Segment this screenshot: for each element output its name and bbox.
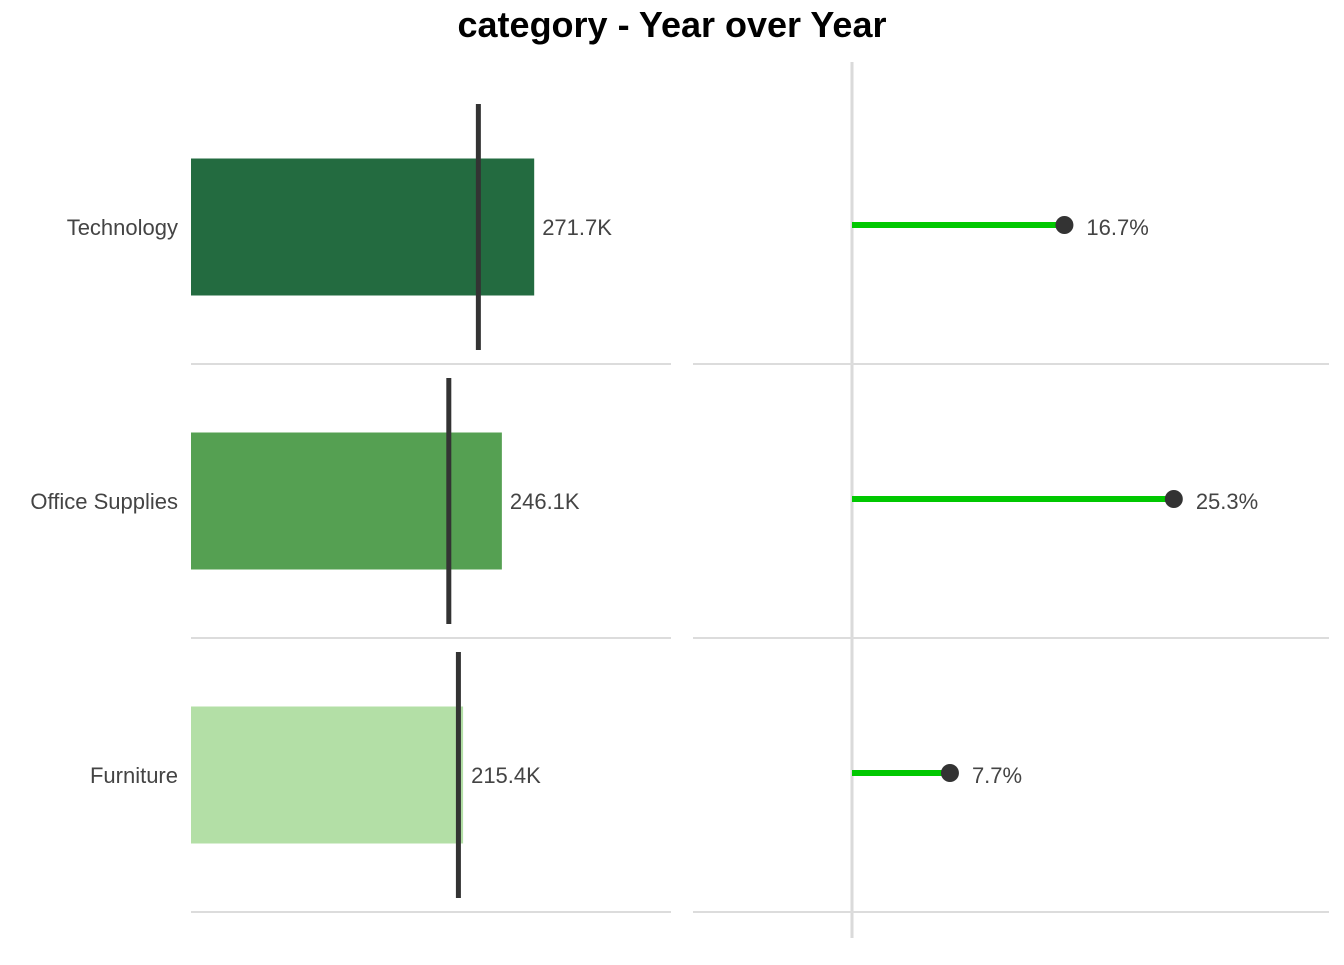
bar [191, 158, 535, 296]
change-value-label: 7.7% [972, 763, 1022, 788]
category-label: Office Supplies [30, 489, 178, 514]
change-point [940, 764, 959, 782]
category-label: Furniture [90, 763, 178, 788]
change-point [1164, 490, 1183, 508]
change-point [1055, 216, 1074, 234]
change-value-label: 25.3% [1196, 489, 1258, 514]
chart-title: category - Year over Year [458, 4, 887, 45]
change-panel: 16.7% 25.3% 7.7% [693, 62, 1329, 938]
bar [191, 432, 502, 570]
bar-value-label: 215.4K [471, 763, 541, 788]
bar-value-label: 246.1K [510, 489, 580, 514]
bar-value-label: 271.7K [542, 215, 612, 240]
change-value-label: 16.7% [1086, 215, 1148, 240]
bar [191, 706, 464, 844]
category-label: Technology [67, 215, 178, 240]
bar-panel: Technology 271.7K Office Supplies 246.1K Fur… [30, 104, 671, 913]
